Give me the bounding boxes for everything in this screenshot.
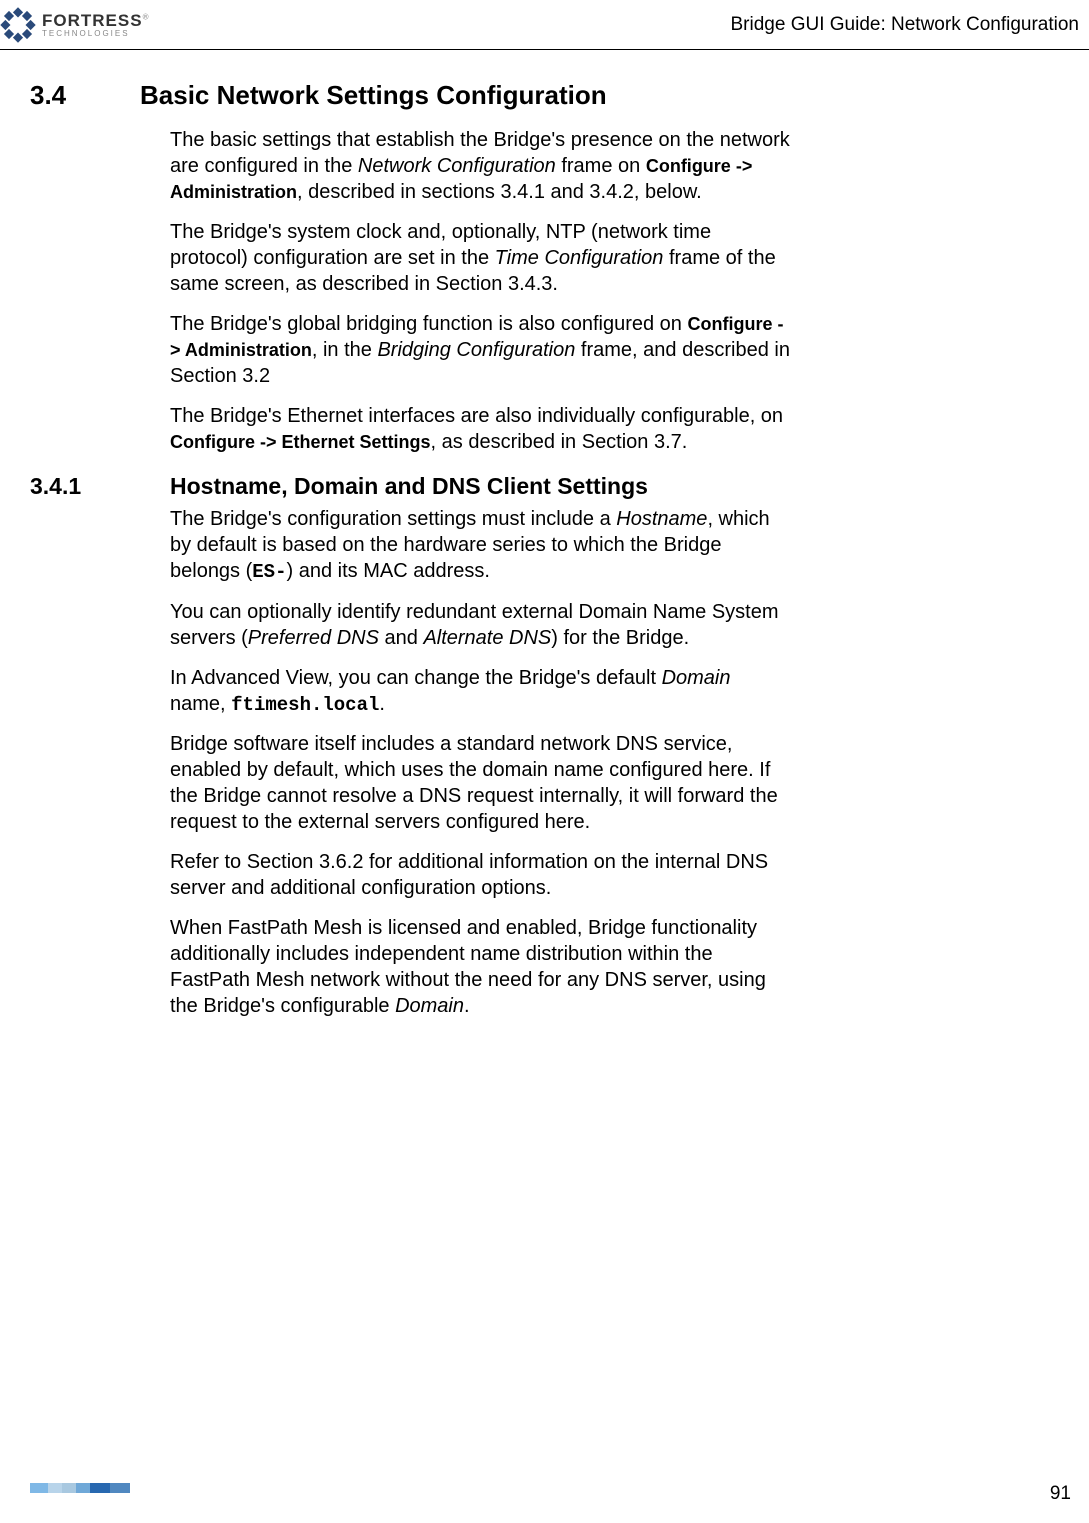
- fortress-logo-icon: [0, 7, 36, 43]
- paragraph: The Bridge's configuration settings must…: [170, 506, 790, 585]
- text: The Bridge's configuration settings must…: [170, 508, 616, 530]
- text: The Bridge's global bridging function is…: [170, 313, 687, 335]
- page-content: 3.4 Basic Network Settings Configuration…: [30, 80, 1059, 1033]
- text: , in the: [312, 339, 378, 361]
- logo-sub: TECHNOLOGIES: [42, 30, 148, 38]
- field-name: Hostname: [616, 508, 707, 530]
- paragraph: When FastPath Mesh is licensed and enabl…: [170, 915, 790, 1019]
- field-name: Domain: [395, 995, 464, 1017]
- text: The Bridge's Ethernet interfaces are als…: [170, 405, 783, 427]
- frame-name: Bridging Configuration: [377, 339, 575, 361]
- text: In Advanced View, you can change the Bri…: [170, 667, 662, 689]
- paragraph: The Bridge's global bridging function is…: [170, 311, 790, 389]
- code-text: ftimesh.local: [231, 694, 379, 716]
- section-title: Basic Network Settings Configuration: [140, 80, 607, 111]
- section-body: The basic settings that establish the Br…: [170, 127, 790, 455]
- paragraph: You can optionally identify redundant ex…: [170, 599, 790, 651]
- text: ) and its MAC address.: [287, 560, 490, 582]
- text: , described in sections 3.4.1 and 3.4.2,…: [297, 181, 702, 203]
- logo-block: FORTRESS® TECHNOLOGIES: [0, 7, 148, 43]
- paragraph: The Bridge's system clock and, optionall…: [170, 219, 790, 297]
- page-number: 91: [1050, 1483, 1071, 1505]
- frame-name: Time Configuration: [495, 247, 664, 269]
- logo-text: FORTRESS® TECHNOLOGIES: [42, 12, 148, 38]
- text: and: [379, 627, 423, 649]
- code-text: ES-: [252, 561, 286, 583]
- subsection-title: Hostname, Domain and DNS Client Settings: [170, 473, 648, 500]
- text: , as described in Section 3.7.: [431, 431, 688, 453]
- logo-registered-mark: ®: [143, 12, 149, 21]
- text: frame on: [556, 155, 646, 177]
- nav-path: Configure -> Ethernet Settings: [170, 432, 431, 452]
- paragraph: In Advanced View, you can change the Bri…: [170, 665, 790, 718]
- field-name: Alternate DNS: [423, 627, 551, 649]
- text: .: [379, 693, 385, 715]
- paragraph: The basic settings that establish the Br…: [170, 127, 790, 205]
- paragraph: The Bridge's Ethernet interfaces are als…: [170, 403, 790, 455]
- subsection-body: The Bridge's configuration settings must…: [170, 506, 790, 1019]
- subsection-heading: 3.4.1 Hostname, Domain and DNS Client Se…: [30, 473, 1059, 500]
- text: .: [464, 995, 470, 1017]
- section-heading: 3.4 Basic Network Settings Configuration: [30, 80, 1059, 111]
- page-header: FORTRESS® TECHNOLOGIES Bridge GUI Guide:…: [0, 0, 1089, 50]
- paragraph: Bridge software itself includes a standa…: [170, 731, 790, 835]
- field-name: Domain: [662, 667, 731, 689]
- paragraph: Refer to Section 3.6.2 for additional in…: [170, 849, 790, 901]
- footer-bar: [30, 1483, 130, 1493]
- subsection-number: 3.4.1: [30, 473, 170, 500]
- frame-name: Network Configuration: [358, 155, 556, 177]
- text: name,: [170, 693, 231, 715]
- text: ) for the Bridge.: [551, 627, 689, 649]
- logo-main: FORTRESS: [42, 11, 143, 30]
- field-name: Preferred DNS: [248, 627, 379, 649]
- section-number: 3.4: [30, 80, 140, 111]
- header-title: Bridge GUI Guide: Network Configuration: [731, 14, 1080, 36]
